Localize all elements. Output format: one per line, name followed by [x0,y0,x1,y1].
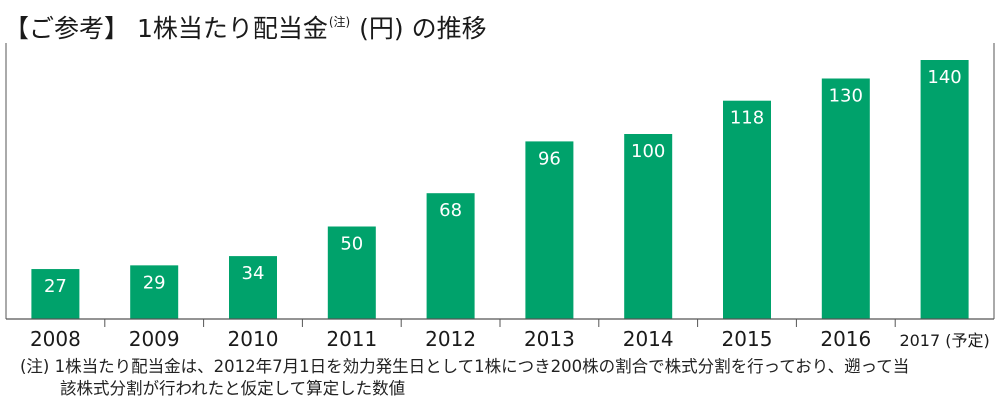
bar-value-label: 130 [829,86,863,107]
bar [130,265,179,319]
x-tick-labels: 2008 2009 2010 2011 2012 2013 2014 2015 2016 2017… [30,327,990,351]
axis-group [5,43,995,327]
x-tick-label: 2013 [524,327,575,351]
bar-value-label: 34 [242,263,265,284]
title-suffix: (円) の推移 [351,14,487,43]
bars-group: 27 29 34 50 68 96 100 118 130 140 [31,60,969,319]
bar [723,100,771,319]
bar-value-label: 50 [340,234,363,255]
chart-title: 【ご参考】 1株当たり配当金(注) (円) の推移 [4,6,487,45]
x-tick-label: 2012 [425,327,476,351]
bar [920,60,969,319]
x-tick-label: 2016 [820,327,871,351]
bar-value-label: 68 [439,200,462,221]
bar [327,226,376,319]
title-note-marker: (注) [328,15,351,29]
x-tick-label: 2008 [30,327,81,351]
footnote-line-1: (注) 1株当たり配当金は、2012年7月1日を効力発生日として1株につき200… [20,357,910,376]
x-tick-label: 2014 [623,327,674,351]
title-prefix: 【ご参考】 1株当たり配当金 [4,14,328,43]
x-tick-label: 2011 [326,327,377,351]
footnote: (注) 1株当たり配当金は、2012年7月1日を効力発生日として1株につき200… [20,356,994,400]
x-tick-label: 2009 [129,327,180,351]
bar [525,141,574,319]
footnote-line-2: 該株式分割が行われたと仮定して算定した数値 [60,379,406,398]
bar-value-label: 27 [44,276,67,297]
bar-value-label: 118 [730,108,764,129]
bar [31,269,80,319]
x-tick-label: 2015 [722,327,773,351]
bar-value-label: 100 [631,141,665,162]
bar-value-label: 96 [538,148,561,169]
x-tick-label: 2010 [228,327,279,351]
x-tick-label: 2017 (予定) [899,331,989,350]
bar [426,193,475,319]
bar [821,78,870,319]
bar [229,256,277,319]
bar-value-label: 29 [143,272,166,293]
bar-value-label: 140 [927,67,961,88]
bar [624,134,673,319]
